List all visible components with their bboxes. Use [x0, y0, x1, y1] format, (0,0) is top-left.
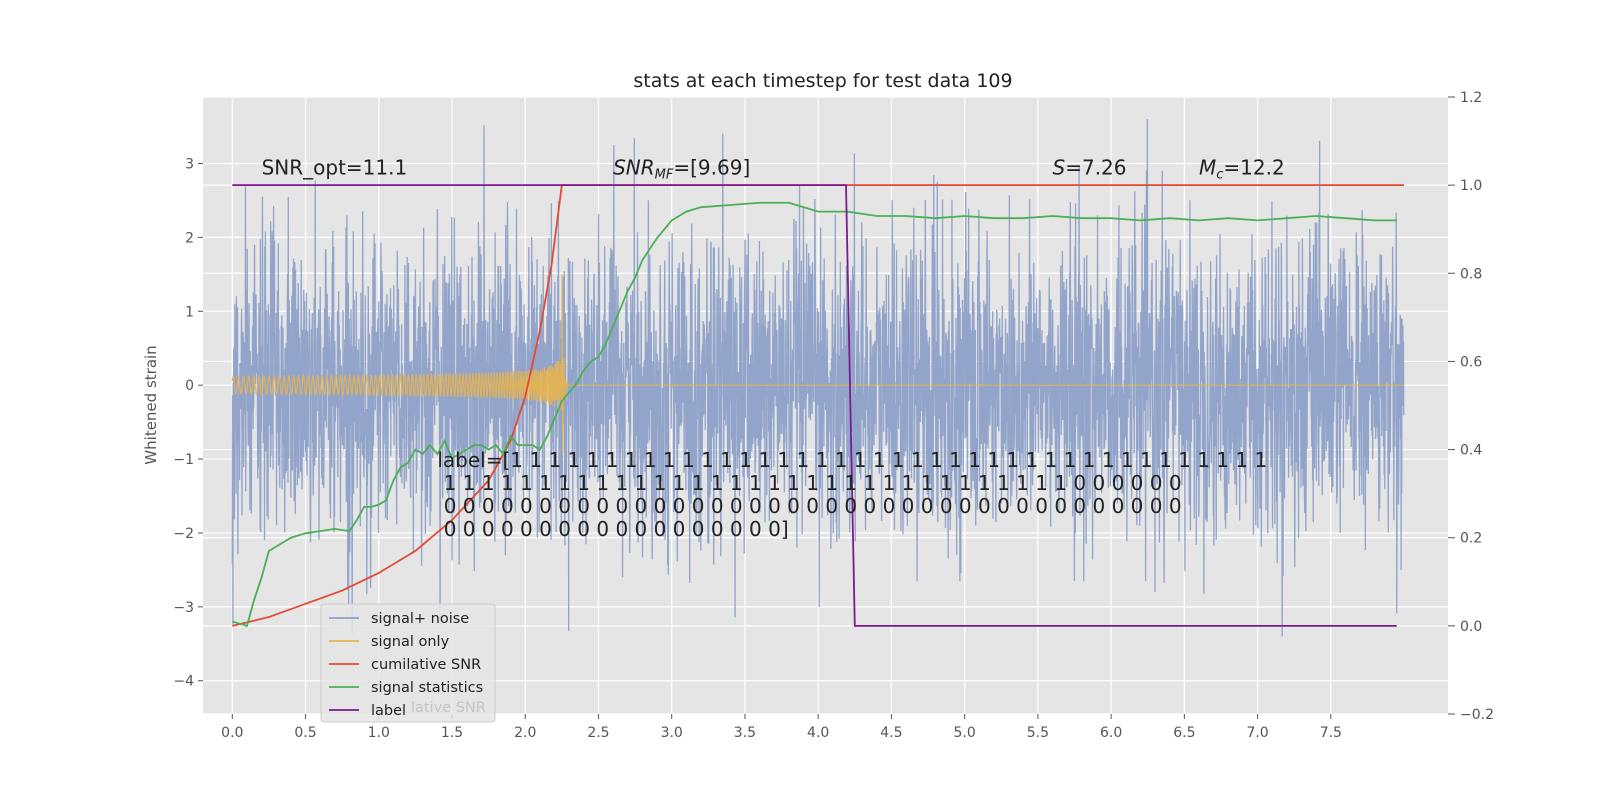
x-tick-label-12: 6.0	[1100, 725, 1122, 741]
legend-label-2: cumilative SNR	[371, 657, 481, 673]
legend-label-0: signal+ noise	[371, 611, 469, 627]
series-line-4	[232, 184, 1397, 627]
y2-tick-label-3: 0.6	[1460, 354, 1482, 370]
x-tick-label-14: 7.0	[1246, 725, 1268, 741]
legend-box	[320, 603, 496, 723]
series-signal-noise	[231, 119, 1405, 637]
legend-label-1: signal only	[371, 634, 450, 650]
annotation-mc: Mc=12.2	[1199, 156, 1285, 183]
y-tick-label-2: 1	[185, 304, 194, 320]
x-tick-label-2: 1.0	[368, 725, 390, 741]
legend: lative SNR signal+ noise signal only cumila…	[320, 603, 496, 723]
x-tick-label-4: 2.0	[514, 725, 536, 741]
y2-tick-label-4: 0.4	[1460, 443, 1482, 459]
annotations: SNR_opt=11.1 SNRMF=[9.69] S=7.26 Mc=12.2	[262, 156, 1285, 183]
y2-tick-label-1: 1.0	[1460, 178, 1482, 194]
y2-tick-label-6: 0.0	[1460, 619, 1482, 635]
x-tick-label-13: 6.5	[1173, 725, 1195, 741]
chart-title: stats at each timestep for test data 109	[633, 70, 1012, 92]
series-line-3	[232, 201, 1397, 627]
signal-only-series	[231, 274, 1405, 455]
x-tick-label-0: 0.0	[221, 725, 243, 741]
legend-label-4: label	[371, 703, 406, 719]
x-tick-label-15: 7.5	[1320, 725, 1342, 741]
annotation-snr_mf: SNRMF=[9.69]	[613, 156, 750, 183]
y-tick-label-0: 3	[185, 157, 194, 173]
annotation-s: S=7.26	[1053, 156, 1127, 180]
x-tick-label-7: 3.5	[734, 725, 756, 741]
x-tick-label-9: 4.5	[880, 725, 902, 741]
label-line-3: 0 0 0 0 0 0 0 0 0 0 0 0 0 0 0 0 0 0]	[437, 517, 788, 541]
y-tick-label-5: −2	[173, 526, 194, 542]
series-line-2	[232, 184, 1405, 627]
x-tick-label-5: 2.5	[587, 725, 609, 741]
x-tick-label-6: 3.0	[661, 725, 683, 741]
y2-tick-label-5: 0.2	[1460, 531, 1482, 547]
label-line-2: 0 0 0 0 0 0 0 0 0 0 0 0 0 0 0 0 0 0 0 0 …	[437, 494, 1181, 518]
y-axis-label: Whitened strain	[142, 345, 160, 464]
y2-tick-label-7: −0.2	[1460, 707, 1494, 723]
legend-label-3: signal statistics	[371, 680, 483, 696]
y-tick-label-3: 0	[185, 378, 194, 394]
axes: 0.0 0.5 1.0 1.5 2.0 2.5 3.0 3.5 4.0 4.5 5.0 5.5 6.0 6…	[173, 90, 1494, 741]
label-array-text: label=[1 1 1 1 1 1 1 1 1 1 1 1 1 1 1 1 1…	[437, 448, 1267, 541]
x-tick-label-11: 5.5	[1027, 725, 1049, 741]
line-series	[232, 184, 1405, 627]
y2-tick-label-0: 1.2	[1460, 90, 1482, 106]
x-tick-label-1: 0.5	[294, 725, 316, 741]
y-tick-label-1: 2	[185, 230, 194, 246]
y-tick-label-4: −1	[173, 452, 194, 468]
y-tick-label-7: −4	[173, 674, 194, 690]
label-line-1: 1 1 1 1 1 1 1 1 1 1 1 1 1 1 1 1 1 1 1 1 …	[437, 471, 1181, 495]
y-tick-label-6: −3	[173, 600, 194, 616]
y2-tick-label-2: 0.8	[1460, 266, 1482, 282]
x-tick-label-3: 1.5	[441, 725, 463, 741]
label-line-0: label=[1 1 1 1 1 1 1 1 1 1 1 1 1 1 1 1 1…	[437, 448, 1267, 472]
x-tick-label-10: 5.0	[954, 725, 976, 741]
x-tick-label-8: 4.0	[807, 725, 829, 741]
legend-ghost-text: lative SNR	[411, 700, 486, 716]
series-signal-only	[231, 274, 1405, 455]
annotation-snr_opt: SNR_opt=11.1	[262, 156, 408, 180]
signal-noise-series	[231, 119, 1405, 637]
